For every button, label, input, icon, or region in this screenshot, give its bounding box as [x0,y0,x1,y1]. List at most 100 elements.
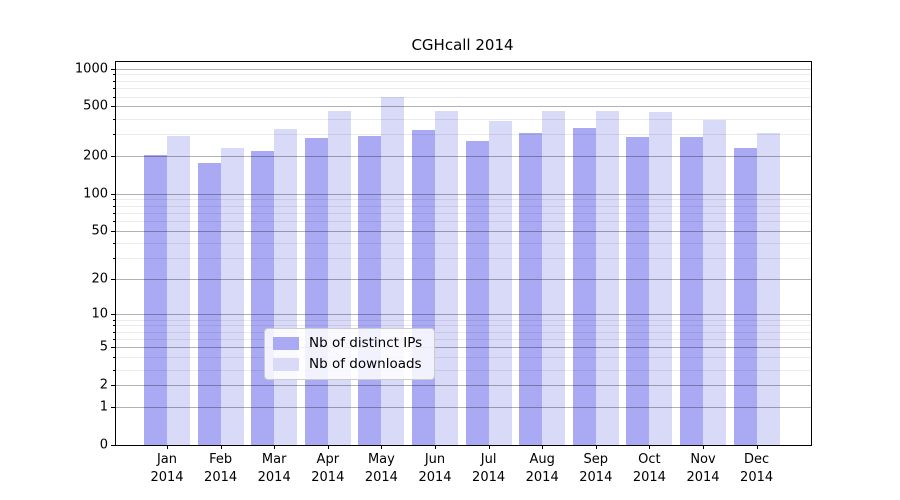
x-tick-mark [595,445,597,449]
x-tick-label: Oct 2014 [632,452,666,486]
x-tick-mark [327,445,329,449]
y-tick-label: 5 [99,339,108,355]
x-tick-label: Feb 2014 [204,452,238,486]
y-tick-label: 500 [83,98,108,114]
x-tick-mark [488,445,490,449]
x-tick-mark [220,445,222,449]
y-minor-tick-mark [113,331,116,333]
y-minor-tick-mark [113,221,116,223]
bar-ips-may [358,135,382,445]
x-tick-label: Jul 2014 [472,452,506,486]
gridline-minor [116,96,811,98]
bar-ips-oct [626,136,650,445]
legend-label-downloads: Nb of downloads [309,356,422,372]
y-tick-mark [111,230,116,232]
x-tick-label: Aug 2014 [525,452,559,486]
y-minor-tick-mark [113,242,116,244]
bar-downloads-feb [220,148,244,445]
legend-item-ips: Nb of distinct IPs [273,335,422,351]
bar-ips-feb [197,162,221,445]
y-minor-tick-mark [113,205,116,207]
y-minor-tick-mark [113,357,116,359]
y-tick-label: 100 [83,186,108,202]
y-tick-label: 50 [91,223,108,239]
y-tick-mark [111,106,116,108]
x-tick-label: Sep 2014 [579,452,613,486]
y-tick-mark [111,279,116,281]
y-tick-label: 20 [91,271,108,287]
legend-swatch-ips [273,336,299,350]
bar-downloads-sep [595,110,619,445]
bar-downloads-mar [274,128,298,445]
x-tick-mark [703,445,704,449]
y-tick-mark [111,193,116,195]
bar-downloads-jan [167,135,190,445]
y-tick-label: 1 [99,399,108,415]
x-tick-label: Jan 2014 [150,452,184,486]
bar-ips-dec [733,148,757,445]
bar-ips-jan [144,154,167,445]
bar-downloads-apr [327,110,351,445]
legend-swatch-downloads [273,357,299,371]
x-tick-mark [542,445,544,449]
x-tick-mark [435,445,436,449]
bar-ips-jul [465,141,489,445]
x-tick-mark [756,445,758,449]
y-minor-tick-mark [113,212,116,214]
bar-ips-jun [412,129,435,445]
y-tick-mark [111,314,116,316]
x-tick-label: Jun 2014 [418,452,452,486]
y-tick-mark [111,445,116,446]
y-tick-label: 1000 [74,61,108,77]
x-tick-label: Nov 2014 [686,452,720,486]
gridline-minor [116,88,811,90]
y-minor-tick-mark [113,319,116,321]
y-minor-tick-mark [113,88,116,90]
y-tick-mark [111,156,116,158]
y-minor-tick-mark [113,118,116,120]
gridline-minor [116,74,811,76]
y-tick-mark [111,385,116,387]
bar-ips-apr [304,137,328,445]
y-minor-tick-mark [113,96,116,98]
y-minor-tick-mark [113,369,116,371]
bar-downloads-dec [756,132,780,445]
y-tick-mark [111,407,116,409]
bar-downloads-may [381,97,405,445]
y-minor-tick-mark [113,80,116,82]
x-tick-mark [274,445,276,449]
x-tick-mark [649,445,651,449]
y-tick-mark [111,347,116,349]
y-minor-tick-mark [113,199,116,201]
y-tick-label: 200 [83,148,108,164]
bar-ips-nov [680,136,703,445]
bar-downloads-aug [542,110,566,445]
gridline-major [116,106,811,108]
x-tick-label: Dec 2014 [740,452,774,486]
x-tick-label: Mar 2014 [257,452,291,486]
gridline-major [116,68,811,70]
y-minor-tick-mark [113,339,116,340]
y-minor-tick-mark [113,134,116,136]
legend: Nb of distinct IPs Nb of downloads [264,328,436,380]
y-tick-label: 0 [99,437,108,453]
y-tick-label: 10 [91,306,108,322]
bar-ips-mar [251,151,275,445]
bar-downloads-jul [488,120,512,445]
x-tick-mark [381,445,383,449]
y-tick-label: 2 [99,377,108,393]
y-minor-tick-mark [113,325,116,327]
y-minor-tick-mark [113,258,116,259]
chart-title: CGHcall 2014 [411,36,514,54]
bar-ips-aug [519,133,543,445]
x-tick-label: May 2014 [364,452,398,486]
gridline-minor [116,80,811,82]
legend-item-downloads: Nb of downloads [273,356,422,372]
plot-area: 0 1 2 5 10 20 50 100 200 500 1000 Jan 2014 Feb 2014 Mar… [75,61,812,485]
y-tick-mark [111,68,116,70]
bar-ips-sep [572,128,596,445]
x-tick-mark [167,445,168,449]
legend-label-ips: Nb of distinct IPs [309,335,423,351]
x-tick-label: Apr 2014 [311,452,345,486]
